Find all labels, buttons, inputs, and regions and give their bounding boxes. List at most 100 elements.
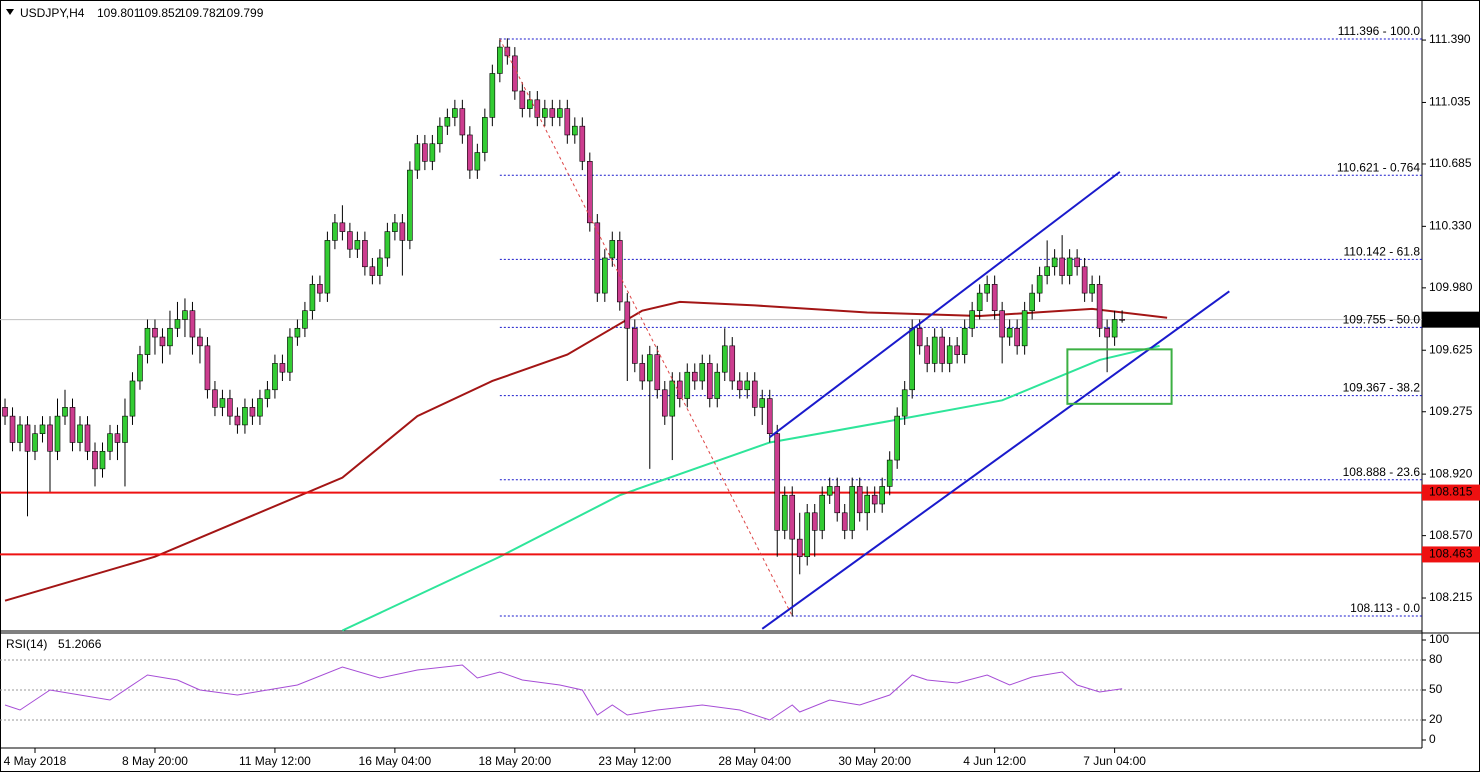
- candle-body: [557, 108, 563, 118]
- fib-label: 111.396 - 100.0: [1338, 24, 1421, 38]
- candle-body: [729, 345, 736, 382]
- candle-body: [227, 398, 233, 417]
- candle-body: [107, 433, 113, 452]
- channel-line: [761, 290, 1230, 630]
- candle-body: [512, 55, 518, 92]
- candle-body: [62, 407, 68, 417]
- fib-label: 108.113 - 0.0: [1350, 601, 1420, 615]
- fib-label: 109.755 - 50.0: [1343, 313, 1421, 327]
- support-box: [1422, 484, 1480, 501]
- rsi-tick-label: 50: [1429, 682, 1443, 696]
- candle-body: [354, 240, 361, 250]
- rsi-title: RSI(14): [6, 637, 47, 651]
- candle-body: [676, 380, 683, 399]
- candle-body: [317, 284, 323, 294]
- candle-body: [1096, 284, 1103, 329]
- moving-average: [341, 344, 1160, 632]
- candle-body: [144, 327, 151, 355]
- close: 109.799: [220, 6, 264, 20]
- candle-body: [257, 398, 263, 417]
- rsi-line: [4, 664, 1123, 721]
- candle-body: [114, 433, 121, 443]
- y-tick-label: 111.035: [1429, 95, 1471, 109]
- candle-body: [167, 327, 173, 347]
- candle-body: [721, 345, 728, 373]
- candle-body: [572, 125, 578, 136]
- candle-body: [212, 389, 218, 408]
- candle-body: [182, 310, 188, 320]
- y-tick-label: 108.920: [1429, 466, 1473, 480]
- candle-body: [9, 415, 16, 443]
- candle-body: [92, 450, 98, 470]
- candle-body: [377, 257, 383, 276]
- candle-body: [691, 371, 698, 382]
- candle-body: [766, 398, 773, 435]
- y-tick-label: 109.625: [1429, 342, 1473, 356]
- candle-body: [332, 222, 338, 241]
- moving-average: [4, 300, 1168, 602]
- candle-body: [871, 494, 878, 505]
- current-price-label: 109.799: [1429, 312, 1473, 326]
- fib-label: 108.888 - 23.6: [1343, 465, 1421, 479]
- candle-body: [826, 486, 833, 496]
- candle-body: [879, 486, 885, 505]
- candle-body: [264, 389, 271, 399]
- candle-body: [1036, 275, 1043, 294]
- candle-body: [811, 512, 818, 531]
- channel-line: [769, 171, 1121, 439]
- candle-body: [1021, 310, 1028, 347]
- plot: 111.390 111.035 110.685 110.330 109.980 109.6…: [0, 24, 1480, 768]
- candle-body: [1089, 284, 1095, 294]
- candle-body: [17, 424, 23, 443]
- candle-body: [1111, 319, 1118, 338]
- candle-body: [1081, 266, 1088, 294]
- candle-body: [886, 459, 893, 487]
- candle-body: [159, 336, 166, 347]
- candle-body: [976, 292, 983, 311]
- fib-label: 110.142 - 61.8: [1343, 245, 1420, 259]
- candle-body: [2, 407, 8, 417]
- candle-body: [864, 494, 871, 514]
- candle-body: [407, 169, 413, 241]
- candle-body: [969, 310, 975, 329]
- x-tick-label: 4 May 2018: [4, 754, 67, 768]
- candle-body: [24, 424, 31, 452]
- candle-body: [504, 46, 511, 57]
- x-tick-label: 8 May 20:00: [122, 754, 188, 768]
- candle-body: [309, 284, 316, 311]
- low: 109.782: [179, 6, 223, 20]
- candle-body: [579, 125, 586, 162]
- candle-body: [759, 398, 766, 408]
- candle-body: [661, 389, 668, 417]
- candle-body: [1044, 266, 1050, 276]
- candle-body: [84, 424, 91, 452]
- candle-body: [39, 424, 46, 435]
- y-tick-label: 109.980: [1429, 280, 1473, 294]
- y-tick-label: 111.390: [1429, 32, 1471, 46]
- x-tick-label: 23 May 12:00: [598, 754, 671, 768]
- candle-body: [1066, 257, 1073, 276]
- candle-body: [744, 380, 751, 391]
- candle-body: [1029, 292, 1035, 311]
- candle-body: [174, 319, 181, 329]
- rsi-tick-label: 0: [1429, 732, 1436, 746]
- candle-body: [834, 486, 841, 514]
- candle-body: [924, 345, 930, 364]
- candle-body: [242, 407, 248, 426]
- candle-body: [197, 336, 203, 347]
- candle-body: [272, 363, 278, 391]
- candle-body: [609, 240, 616, 259]
- support-label: 108.815: [1429, 485, 1473, 499]
- candle-body: [819, 494, 826, 531]
- candle-body: [47, 424, 53, 452]
- candle-body: [129, 380, 136, 417]
- candle-body: [631, 327, 638, 364]
- candle-body: [249, 407, 256, 417]
- candle-body: [1006, 327, 1013, 338]
- fib-label: 110.621 - 0.764: [1337, 160, 1421, 174]
- x-tick-label: 7 Jun 04:00: [1083, 754, 1146, 768]
- candle-body: [564, 108, 571, 136]
- candle-body: [519, 90, 526, 109]
- candle-body: [706, 363, 713, 399]
- candle-body: [467, 134, 473, 171]
